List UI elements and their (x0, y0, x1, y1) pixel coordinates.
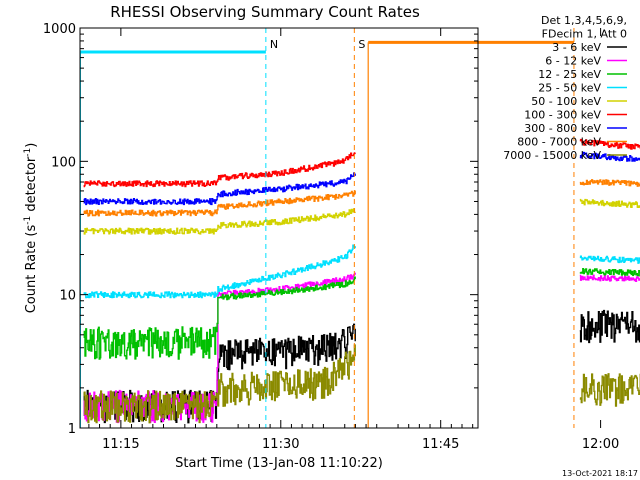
series-line-8 (83, 179, 640, 217)
footer-date: 13-Oct-2021 18:17 (562, 469, 638, 478)
chart-title: RHESSI Observing Summary Count Rates (110, 3, 420, 21)
x-tick-label-2: 11:30 (262, 437, 299, 452)
series-line-4 (83, 244, 640, 299)
y-tick-label-2: 10 (59, 289, 76, 304)
annotation-label-S: S (358, 38, 365, 51)
legend-label-4: 25 - 50 keV (538, 82, 601, 95)
legend-header-1: Det 1,3,4,5,6,9, (541, 14, 627, 27)
legend-header-2: FDecim 1, Att 0 (542, 28, 627, 41)
series-line-9 (83, 344, 640, 424)
legend: Det 1,3,4,5,6,9,FDecim 1, Att 03 - 6 keV… (503, 14, 627, 162)
legend-label-3: 12 - 25 keV (538, 68, 601, 81)
plot-frame (79, 27, 479, 429)
series-line-5 (83, 198, 640, 235)
legend-label-2: 6 - 12 keV (545, 55, 601, 68)
x-axis-label: Start Time (13-Jan-08 11:10:22) (175, 456, 383, 471)
series-line-3 (83, 268, 640, 360)
x-tick-label-4: 12:00 (582, 437, 619, 452)
legend-label-9: 7000 - 15000 keV (503, 149, 601, 162)
y-tick-label-3: 100 (51, 155, 76, 170)
legend-label-8: 800 - 7000 keV (517, 136, 601, 149)
y-tick-label-4: 1000 (43, 22, 76, 37)
x-tick-label-3: 11:45 (422, 437, 459, 452)
y-tick-label-1: 1 (68, 422, 76, 437)
series-line-2 (83, 272, 640, 424)
legend-label-6: 100 - 300 keV (524, 109, 601, 122)
annotation-label-N: N (270, 38, 278, 51)
series-line-7 (83, 151, 640, 206)
series-line-6 (83, 138, 640, 188)
legend-label-7: 300 - 800 keV (524, 122, 601, 135)
y-axis-label: Count Rate (s-1 detector-1) (23, 143, 39, 314)
x-tick-label-1: 11:15 (102, 437, 139, 452)
legend-label-5: 50 - 100 keV (531, 95, 601, 108)
legend-label-1: 3 - 6 keV (552, 41, 601, 54)
